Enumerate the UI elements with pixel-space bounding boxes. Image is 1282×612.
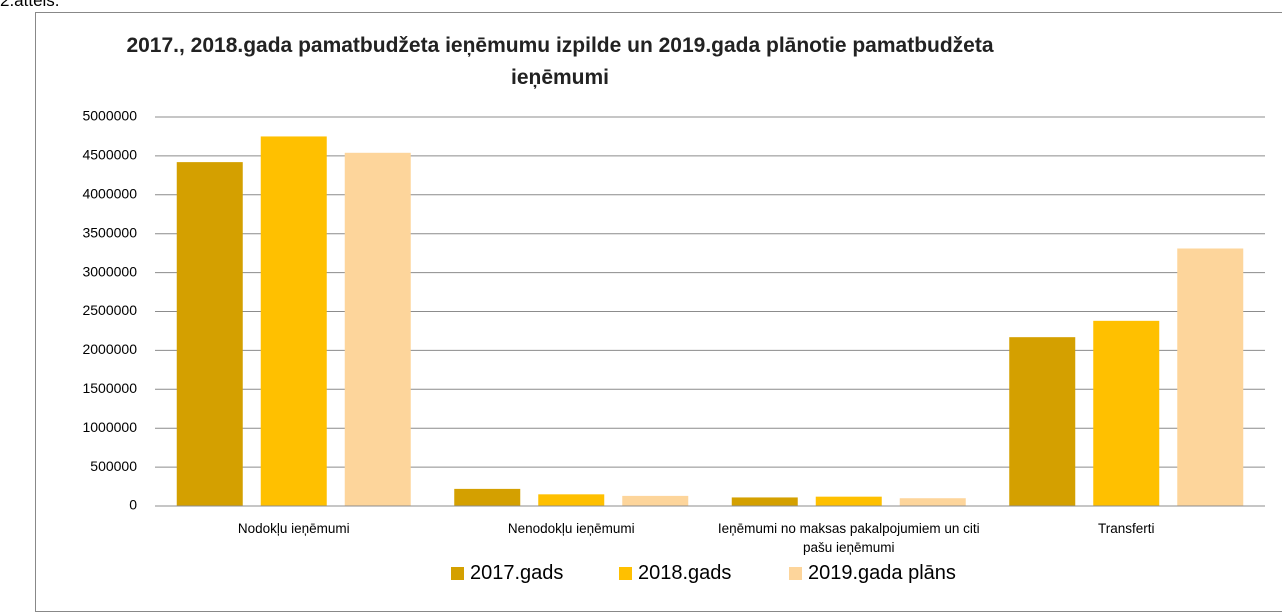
legend-label: 2017.gads <box>470 562 564 584</box>
bar <box>176 162 243 506</box>
legend-item: 2019.gada plāns <box>789 562 956 585</box>
y-tick-label: 4500000 <box>82 147 137 163</box>
legend-swatch <box>619 567 632 580</box>
y-tick-label: 500000 <box>90 458 137 474</box>
bar <box>731 497 798 506</box>
x-tick-label: Transferti <box>1097 521 1155 536</box>
x-tick-label: Nodokļu ieņēmumi <box>237 521 350 536</box>
y-tick-label: 3000000 <box>82 263 137 279</box>
y-tick-label: 3500000 <box>82 224 137 240</box>
y-tick-label: 2500000 <box>82 302 137 318</box>
x-tick-label: Nenodokļu ieņēmumi <box>507 521 635 536</box>
bar <box>344 152 411 506</box>
bar <box>260 136 327 506</box>
chart: 0 500000 1000000 1500000 2000000 2500000 30000… <box>82 108 1265 513</box>
bar <box>1009 337 1076 506</box>
chart-title: 2017., 2018.gada pamatbudžeta ieņēmumu i… <box>126 34 994 89</box>
legend-item: 2017.gads <box>451 562 563 585</box>
legend-label: 2019.gada plāns <box>808 562 956 584</box>
legend-label: 2018.gads <box>638 562 732 584</box>
caption: 2.attēls. <box>0 0 60 10</box>
y-tick-label: 4000000 <box>82 186 137 202</box>
bar <box>454 488 521 506</box>
legend-swatch <box>451 567 464 580</box>
bar <box>538 494 605 506</box>
bar <box>899 498 966 506</box>
legend-item: 2018.gads <box>619 562 731 585</box>
y-tick-label: 1500000 <box>82 380 137 396</box>
bar <box>1093 320 1160 506</box>
bar <box>1177 248 1244 506</box>
y-tick-label: 2000000 <box>82 341 137 357</box>
x-tick-label: Ieņēmumi no maksas pakalpojumiem un citi… <box>717 521 980 555</box>
bar <box>815 496 882 506</box>
bar <box>622 495 689 506</box>
legend-swatch <box>789 567 802 580</box>
y-tick-label: 1000000 <box>82 419 137 435</box>
y-tick-label: 0 <box>129 497 137 513</box>
y-tick-label: 5000000 <box>82 108 137 124</box>
